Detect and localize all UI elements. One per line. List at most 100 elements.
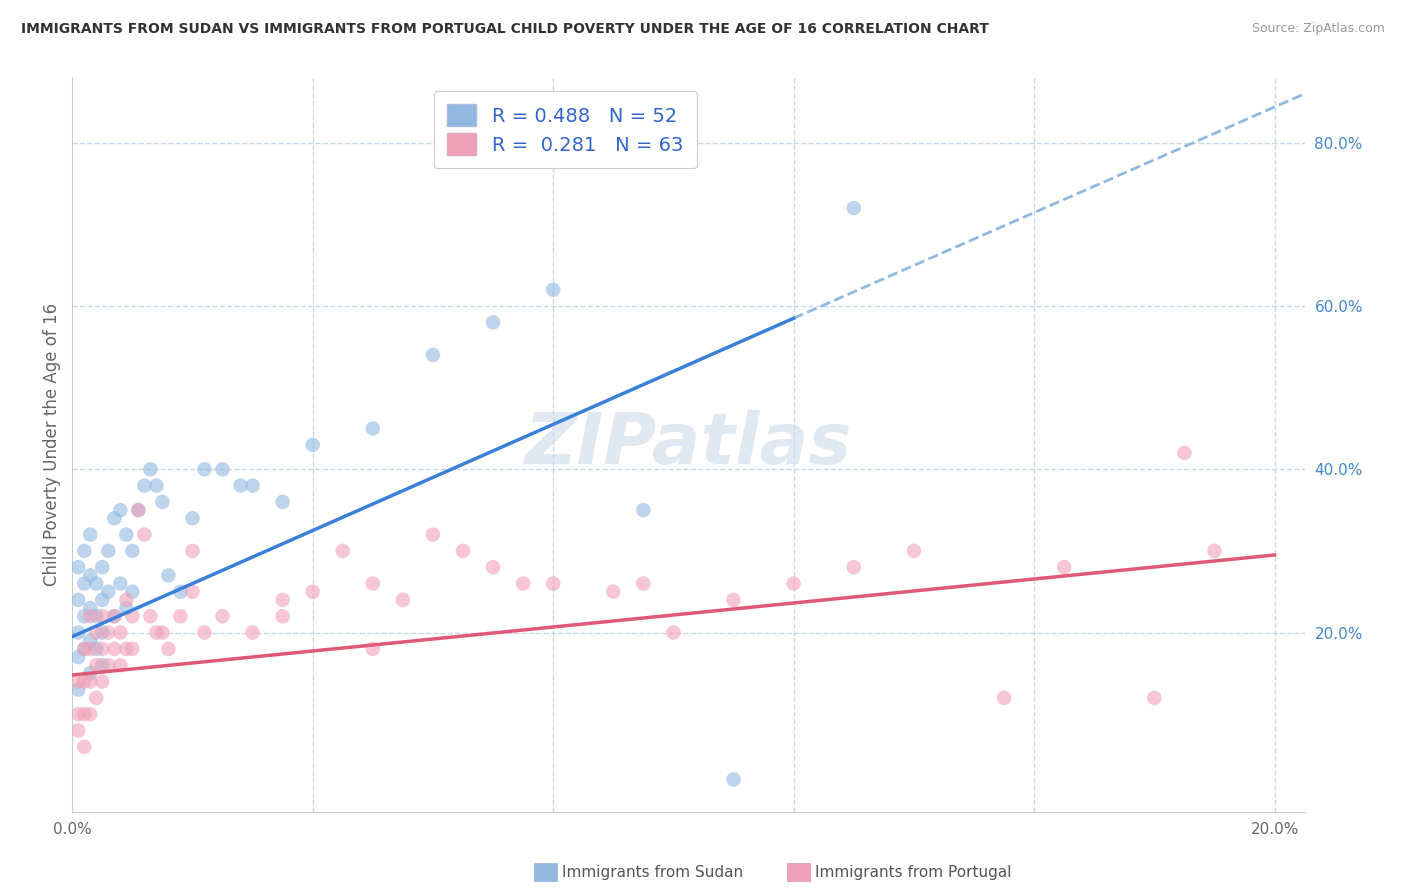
Point	[242, 625, 264, 640]
Point	[152, 495, 174, 509]
Point	[91, 658, 114, 673]
Point	[1173, 446, 1195, 460]
Point	[115, 593, 138, 607]
Point	[169, 609, 191, 624]
Point	[91, 641, 114, 656]
Point	[301, 438, 323, 452]
Point	[79, 666, 101, 681]
Point	[541, 283, 564, 297]
Point	[139, 462, 162, 476]
Point	[512, 576, 534, 591]
Point	[361, 641, 384, 656]
Point	[115, 527, 138, 541]
Point	[211, 462, 233, 476]
Point	[91, 674, 114, 689]
Point	[79, 674, 101, 689]
Point	[110, 576, 132, 591]
Point	[301, 584, 323, 599]
Point	[110, 503, 132, 517]
Point	[97, 544, 120, 558]
Point	[97, 584, 120, 599]
Point	[392, 593, 415, 607]
Point	[633, 576, 655, 591]
Point	[79, 641, 101, 656]
Point	[633, 503, 655, 517]
Point	[602, 584, 624, 599]
Point	[193, 625, 215, 640]
Point	[361, 421, 384, 435]
Point	[1143, 690, 1166, 705]
Point	[723, 772, 745, 787]
Point	[84, 625, 107, 640]
Point	[115, 641, 138, 656]
Point	[73, 674, 96, 689]
Point	[67, 707, 90, 722]
Point	[121, 544, 143, 558]
Point	[79, 568, 101, 582]
Text: IMMIGRANTS FROM SUDAN VS IMMIGRANTS FROM PORTUGAL CHILD POVERTY UNDER THE AGE OF: IMMIGRANTS FROM SUDAN VS IMMIGRANTS FROM…	[21, 22, 988, 37]
Point	[842, 201, 865, 215]
Point	[103, 609, 125, 624]
Point	[67, 650, 90, 665]
Point	[242, 478, 264, 492]
Legend: R = 0.488   N = 52, R =  0.281   N = 63: R = 0.488 N = 52, R = 0.281 N = 63	[433, 91, 697, 169]
Point	[73, 576, 96, 591]
Point	[482, 315, 505, 329]
Point	[1053, 560, 1076, 574]
Point	[271, 495, 294, 509]
Point	[229, 478, 252, 492]
Point	[723, 593, 745, 607]
Point	[73, 739, 96, 754]
Point	[79, 707, 101, 722]
Point	[842, 560, 865, 574]
Text: Immigrants from Sudan: Immigrants from Sudan	[562, 865, 744, 880]
Point	[67, 560, 90, 574]
Point	[271, 593, 294, 607]
Point	[662, 625, 685, 640]
Point	[145, 625, 167, 640]
Point	[67, 674, 90, 689]
Point	[79, 609, 101, 624]
Y-axis label: Child Poverty Under the Age of 16: Child Poverty Under the Age of 16	[44, 303, 60, 586]
Point	[422, 348, 444, 362]
Point	[211, 609, 233, 624]
Point	[67, 593, 90, 607]
Point	[121, 584, 143, 599]
Point	[73, 609, 96, 624]
Point	[73, 544, 96, 558]
Point	[541, 576, 564, 591]
Point	[482, 560, 505, 574]
Point	[84, 690, 107, 705]
Point	[193, 462, 215, 476]
Point	[103, 609, 125, 624]
Point	[67, 682, 90, 697]
Point	[451, 544, 474, 558]
Point	[181, 544, 204, 558]
Point	[97, 658, 120, 673]
Point	[84, 609, 107, 624]
Point	[73, 641, 96, 656]
Point	[79, 633, 101, 648]
Point	[84, 658, 107, 673]
Text: Source: ZipAtlas.com: Source: ZipAtlas.com	[1251, 22, 1385, 36]
Point	[127, 503, 149, 517]
Point	[361, 576, 384, 591]
Point	[91, 593, 114, 607]
Point	[1204, 544, 1226, 558]
Point	[79, 527, 101, 541]
Point	[127, 503, 149, 517]
Point	[115, 601, 138, 615]
Point	[97, 625, 120, 640]
Point	[169, 584, 191, 599]
Text: ZIPatlas: ZIPatlas	[524, 410, 852, 479]
Point	[782, 576, 804, 591]
Point	[91, 609, 114, 624]
Point	[79, 601, 101, 615]
Point	[139, 609, 162, 624]
Point	[903, 544, 925, 558]
Point	[157, 641, 180, 656]
Point	[84, 576, 107, 591]
Point	[73, 641, 96, 656]
Point	[67, 625, 90, 640]
Text: Immigrants from Portugal: Immigrants from Portugal	[815, 865, 1012, 880]
